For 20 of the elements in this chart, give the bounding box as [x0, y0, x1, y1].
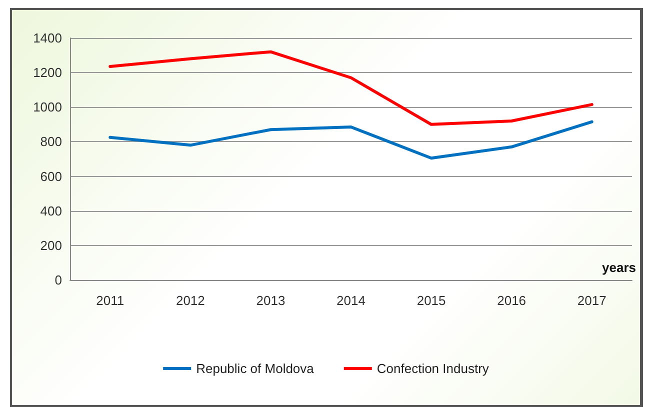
x-axis-title: years [602, 260, 636, 275]
x-tick-label: 2016 [497, 293, 526, 308]
y-tick-label: 0 [54, 272, 62, 288]
y-tick-label: 200 [40, 238, 62, 253]
y-tick-label: 400 [40, 203, 62, 218]
y-tick-label: 600 [40, 168, 62, 184]
line-series [108, 50, 594, 126]
y-tick-label: 1200 [33, 65, 62, 80]
x-tick-label: 2011 [96, 293, 124, 308]
legend-label: Republic of Moldova [196, 361, 315, 376]
x-tick-label: 2013 [256, 293, 286, 308]
x-tick-label: 2012 [176, 293, 205, 308]
legend-label: Confection Industry [376, 361, 490, 376]
x-tick-label: 2017 [577, 293, 606, 308]
y-tick-label: 1400 [33, 30, 62, 46]
x-tick-label: 2015 [416, 293, 446, 308]
y-tick-label: 800 [40, 134, 62, 150]
x-tick-label: 2014 [336, 293, 366, 308]
y-tick-label: 1000 [33, 100, 62, 115]
line-series [108, 120, 594, 160]
